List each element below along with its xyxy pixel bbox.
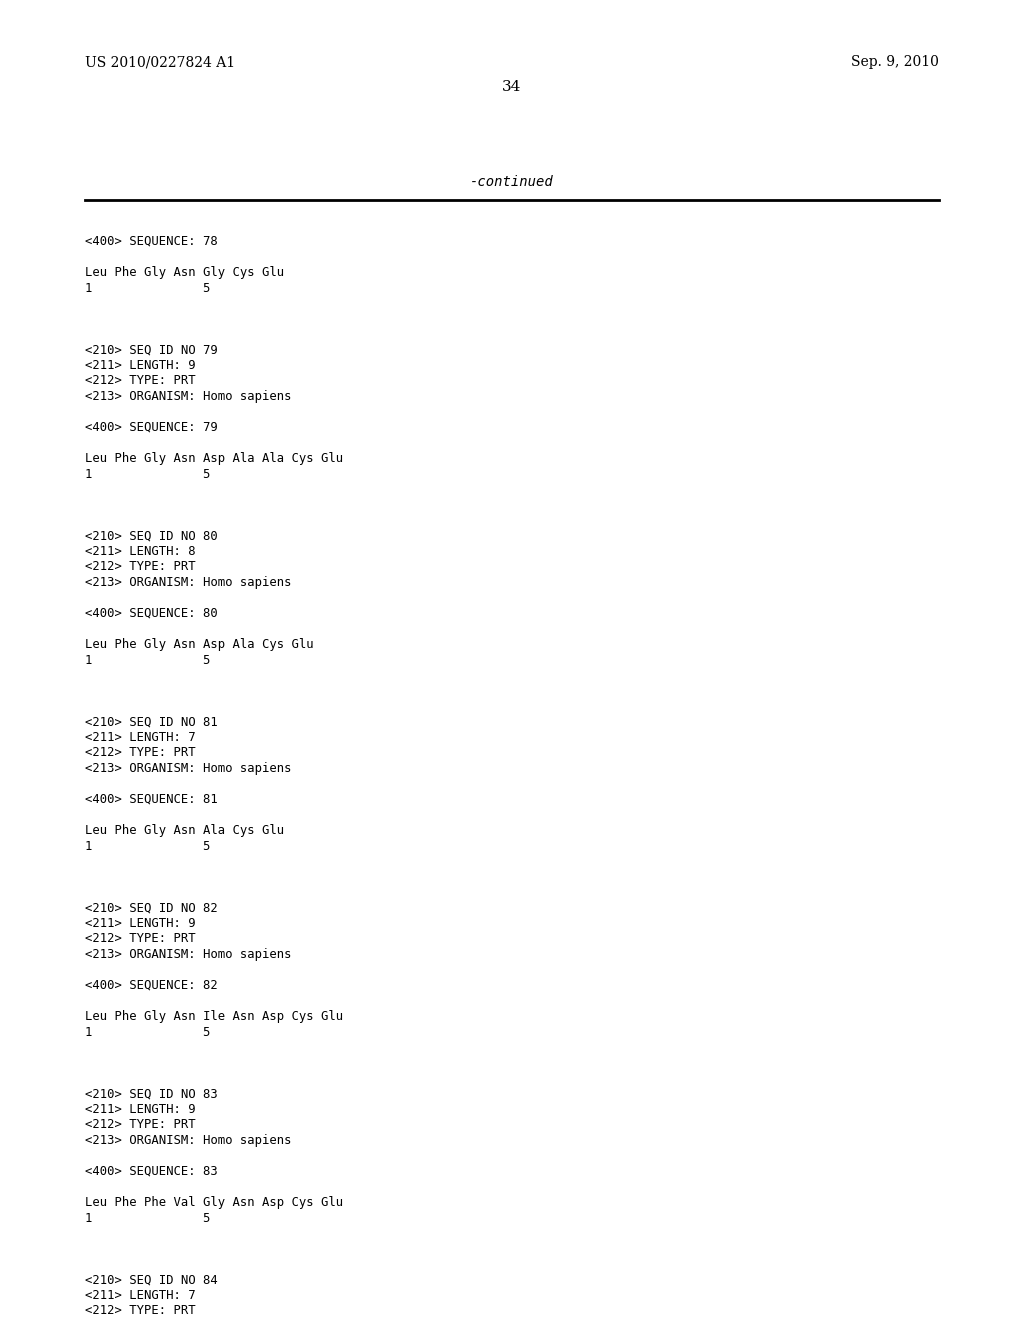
Text: <212> TYPE: PRT: <212> TYPE: PRT <box>85 932 196 945</box>
Text: 1               5: 1 5 <box>85 1026 210 1039</box>
Text: <213> ORGANISM: Homo sapiens: <213> ORGANISM: Homo sapiens <box>85 762 292 775</box>
Text: <212> TYPE: PRT: <212> TYPE: PRT <box>85 1304 196 1317</box>
Text: <210> SEQ ID NO 82: <210> SEQ ID NO 82 <box>85 902 218 915</box>
Text: <400> SEQUENCE: 82: <400> SEQUENCE: 82 <box>85 979 218 993</box>
Text: 1               5: 1 5 <box>85 840 210 853</box>
Text: <212> TYPE: PRT: <212> TYPE: PRT <box>85 1118 196 1131</box>
Text: <213> ORGANISM: Homo sapiens: <213> ORGANISM: Homo sapiens <box>85 1134 292 1147</box>
Text: <212> TYPE: PRT: <212> TYPE: PRT <box>85 561 196 573</box>
Text: 34: 34 <box>503 81 521 94</box>
Text: <211> LENGTH: 7: <211> LENGTH: 7 <box>85 731 196 744</box>
Text: <213> ORGANISM: Homo sapiens: <213> ORGANISM: Homo sapiens <box>85 948 292 961</box>
Text: -continued: -continued <box>470 176 554 189</box>
Text: Leu Phe Gly Asn Ile Asn Asp Cys Glu: Leu Phe Gly Asn Ile Asn Asp Cys Glu <box>85 1010 343 1023</box>
Text: <211> LENGTH: 9: <211> LENGTH: 9 <box>85 1104 196 1115</box>
Text: <210> SEQ ID NO 80: <210> SEQ ID NO 80 <box>85 529 218 543</box>
Text: <211> LENGTH: 9: <211> LENGTH: 9 <box>85 917 196 931</box>
Text: Sep. 9, 2010: Sep. 9, 2010 <box>851 55 939 69</box>
Text: <212> TYPE: PRT: <212> TYPE: PRT <box>85 747 196 759</box>
Text: <210> SEQ ID NO 81: <210> SEQ ID NO 81 <box>85 715 218 729</box>
Text: <210> SEQ ID NO 83: <210> SEQ ID NO 83 <box>85 1088 218 1101</box>
Text: <211> LENGTH: 9: <211> LENGTH: 9 <box>85 359 196 372</box>
Text: <400> SEQUENCE: 81: <400> SEQUENCE: 81 <box>85 793 218 807</box>
Text: <210> SEQ ID NO 79: <210> SEQ ID NO 79 <box>85 343 218 356</box>
Text: <211> LENGTH: 8: <211> LENGTH: 8 <box>85 545 196 558</box>
Text: 1               5: 1 5 <box>85 653 210 667</box>
Text: <213> ORGANISM: Homo sapiens: <213> ORGANISM: Homo sapiens <box>85 389 292 403</box>
Text: <400> SEQUENCE: 83: <400> SEQUENCE: 83 <box>85 1166 218 1177</box>
Text: Leu Phe Gly Asn Asp Ala Ala Cys Glu: Leu Phe Gly Asn Asp Ala Ala Cys Glu <box>85 451 343 465</box>
Text: <213> ORGANISM: Homo sapiens: <213> ORGANISM: Homo sapiens <box>85 576 292 589</box>
Text: Leu Phe Gly Asn Asp Ala Cys Glu: Leu Phe Gly Asn Asp Ala Cys Glu <box>85 638 313 651</box>
Text: <400> SEQUENCE: 78: <400> SEQUENCE: 78 <box>85 235 218 248</box>
Text: Leu Phe Gly Asn Gly Cys Glu: Leu Phe Gly Asn Gly Cys Glu <box>85 267 284 279</box>
Text: Leu Phe Gly Asn Ala Cys Glu: Leu Phe Gly Asn Ala Cys Glu <box>85 824 284 837</box>
Text: 1               5: 1 5 <box>85 467 210 480</box>
Text: <211> LENGTH: 7: <211> LENGTH: 7 <box>85 1290 196 1302</box>
Text: US 2010/0227824 A1: US 2010/0227824 A1 <box>85 55 236 69</box>
Text: <212> TYPE: PRT: <212> TYPE: PRT <box>85 375 196 388</box>
Text: <400> SEQUENCE: 79: <400> SEQUENCE: 79 <box>85 421 218 434</box>
Text: Leu Phe Phe Val Gly Asn Asp Cys Glu: Leu Phe Phe Val Gly Asn Asp Cys Glu <box>85 1196 343 1209</box>
Text: <210> SEQ ID NO 84: <210> SEQ ID NO 84 <box>85 1274 218 1287</box>
Text: 1               5: 1 5 <box>85 1212 210 1225</box>
Text: <400> SEQUENCE: 80: <400> SEQUENCE: 80 <box>85 607 218 620</box>
Text: 1               5: 1 5 <box>85 281 210 294</box>
